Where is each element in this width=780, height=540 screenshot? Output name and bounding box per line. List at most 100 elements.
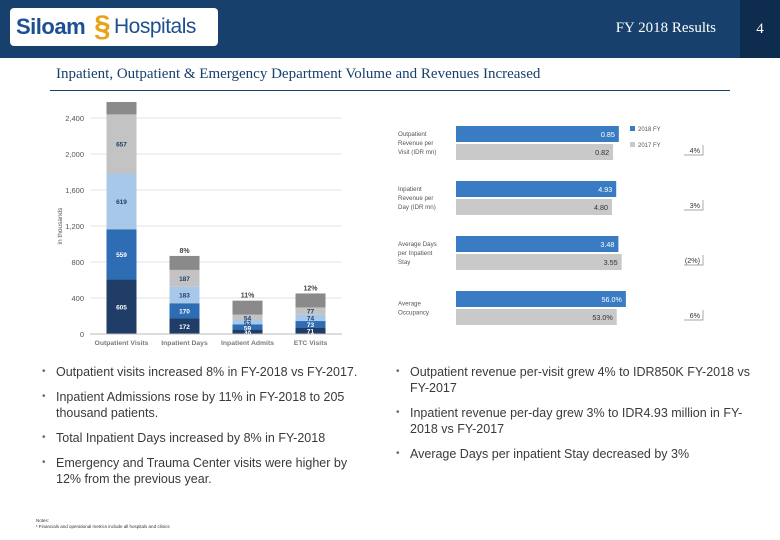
y-tick-label: 800 [71,258,84,267]
bar-value-label: 605 [116,304,127,311]
bar-value-label: 559 [116,252,127,259]
logo-caduceus-icon: § [94,10,111,43]
bar-value-label: 187 [179,276,190,283]
stacked-bar-segment [232,314,263,320]
bar-2017 [456,199,612,215]
subtitle-divider [50,90,730,91]
value-label-2018: 4.93 [598,185,612,194]
notes-text: ¹ Financials and operational metrics inc… [36,524,170,529]
bar-value-label: 170 [179,308,190,315]
stacked-bar-segment [232,319,263,325]
value-label-2017: 53.0% [592,313,613,322]
row-category-label: Average [398,301,421,308]
stacked-bar-segment [106,173,137,230]
bar-2017 [456,309,617,325]
footnotes: Notes: ¹ Financials and operational metr… [36,518,170,530]
row-category-label: Revenue per [398,140,433,147]
volume-stacked-bar-chart: 0 400 800 1,200 1,600 2,000 2,400 in thousands 6… [57,102,342,347]
bar-value-label: 54 [244,316,252,323]
header-title: FY 2018 Results [615,20,716,36]
slide-subtitle: Inpatient, Outpatient & Emergency Depart… [56,66,541,82]
y-tick-label: 400 [71,294,84,303]
row-category-label: Occupancy [398,310,430,317]
y-tick-label: 1,600 [65,186,84,195]
stacked-bar-segment [169,269,200,287]
y-tick-label: 1,200 [65,222,84,231]
header-bar: Siloam § Hospitals FY 2018 Results 4 [0,0,780,58]
stacked-bar-segment [295,314,326,322]
x-category-label: Inpatient Admits [221,340,274,347]
stacked-bar-segment [169,303,200,319]
growth-label-bracket [684,310,704,321]
x-category-label: Outpatient Visits [95,340,149,347]
growth-label: 8% [179,248,190,255]
bullets-right: Outpatient revenue per-visit grew 4% to … [396,364,766,471]
y-tick-label: 2,000 [65,150,84,159]
bar-value-label: 71 [307,329,315,336]
bar-2017 [456,144,614,160]
row-category-label: Outpatient [398,131,427,138]
logo-word-hospitals: Hospitals [114,15,196,38]
stacked-bar-segment [169,318,200,334]
value-label-2018: 0.85 [601,130,615,139]
bar-value-label: 59 [244,325,252,332]
stacked-bar-segment [106,279,137,334]
bullet-outpatient-visits: Outpatient visits increased 8% in FY-201… [42,364,372,380]
y-axis-label: in thousands [57,207,64,245]
page-number: 4 [740,0,780,58]
stacked-bar-segment [106,114,137,174]
stacked-bar-segment [295,321,326,328]
value-label-2017: 4.80 [594,203,608,212]
value-label-2017: 0.82 [595,148,609,157]
y-tick-label: 0 [80,330,84,339]
notes-heading: Notes: [36,518,50,523]
growth-label: 3% [690,201,701,210]
row-category-label: Stay [398,259,411,266]
x-category-label: Inpatient Days [161,340,208,347]
stacked-bar-segment [232,324,263,330]
growth-label-bracket [684,255,704,266]
bar-value-label: 657 [116,141,127,148]
stacked-bar-segment [295,327,326,334]
row-category-label: Inpatient [398,186,422,193]
value-label-2018: 3.48 [600,240,614,249]
growth-label-bracket [684,200,704,211]
revenue-horizontal-bar-chart: 0.85 0.82 Outpatient Revenue per Visit (IDR … [398,126,704,325]
bar-value-label: 172 [179,324,190,331]
bullet-outpatient-revenue: Outpatient revenue per-visit grew 4% to … [396,364,766,396]
bar-top-cap [169,255,200,270]
row-category-label: Visit (IDR mn) [398,149,436,156]
bullet-inpatient-days: Total Inpatient Days increased by 8% in … [42,430,372,446]
growth-label: 12% [303,285,318,292]
row-category-label: per Inpatient [398,250,433,257]
x-category-label: ETC Visits [294,340,328,347]
bullet-inpatient-admissions: Inpatient Admissions rose by 11% in FY-2… [42,389,372,421]
siloam-logo: Siloam § Hospitals [10,8,218,46]
row-category-label: Revenue per [398,195,433,202]
growth-label: (2%) [685,256,700,265]
growth-label-bracket [684,145,704,156]
bar-top-cap [106,102,137,115]
bullet-average-stay: Average Days per inpatient Stay decrease… [396,446,766,462]
bar-top-cap [295,293,326,308]
bar-2018 [456,181,617,197]
value-label-2017: 3.55 [604,258,618,267]
value-label-2018: 56.0% [601,295,622,304]
bar-value-label: 619 [116,199,127,206]
legend-swatch-2018 [630,126,635,131]
bullet-inpatient-revenue: Inpatient revenue per-day grew 3% to IDR… [396,405,766,437]
y-tick-label: 2,400 [65,114,84,123]
bar-top-cap [232,300,263,315]
stacked-bar-segment [232,329,263,334]
legend-label-2017: 2017 FY [638,143,661,149]
bar-value-label: 53 [244,321,252,328]
legend-label-2018: 2018 FY [638,127,661,133]
row-category-label: Average Days [398,241,437,248]
growth-label: 6% [690,311,701,320]
bullets-left: Outpatient visits increased 8% in FY-201… [42,364,372,496]
bar-value-label: 77 [307,308,315,315]
bar-value-label: 183 [179,292,190,299]
bar-value-label: 73 [307,322,315,329]
bar-2017 [456,254,622,270]
bar-2018 [456,291,626,307]
